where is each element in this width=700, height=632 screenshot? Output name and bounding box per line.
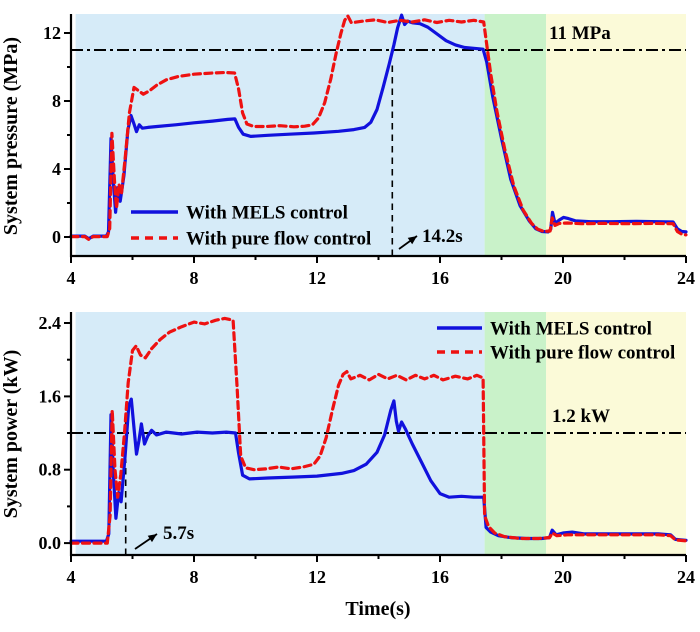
pressure-x-tick-label: 4 bbox=[67, 268, 76, 288]
power-chart: 4 8 12 16 20 24 0.0 0.8 1.6 2.4 With MELS control W… bbox=[39, 312, 695, 587]
power-y-tick-label: 2.4 bbox=[39, 313, 62, 333]
pressure-reference-label: 11 MPa bbox=[549, 23, 611, 44]
pressure-legend-label: With MELS control bbox=[186, 203, 348, 224]
pressure-y-axis-title: System pressure (MPa) bbox=[0, 37, 22, 235]
power-annotation-arrowhead-icon bbox=[147, 534, 157, 543]
pressure-y-tick-label: 8 bbox=[52, 91, 61, 111]
pressure-shaded-region-yellow bbox=[546, 14, 686, 255]
power-x-tick-label: 12 bbox=[308, 567, 326, 587]
pressure-x-tick-label: 16 bbox=[431, 268, 449, 288]
power-y-tick-label: 1.6 bbox=[39, 386, 62, 406]
power-x-tick-label: 16 bbox=[431, 567, 449, 587]
power-y-tick-label: 0.8 bbox=[39, 460, 62, 480]
power-y-tick-label: 0.0 bbox=[39, 533, 62, 553]
pressure-y-tick-label: 0 bbox=[52, 227, 61, 247]
power-x-tick-label: 8 bbox=[190, 567, 199, 587]
charts-group: 4 8 12 16 20 24 0 4 8 12 With MELS control With pur… bbox=[39, 13, 695, 587]
pressure-legend-label: With pure flow control bbox=[186, 229, 371, 250]
power-x-tick-label: 20 bbox=[554, 567, 572, 587]
pressure-y-tick-label: 12 bbox=[43, 23, 61, 43]
pressure-shaded-region-green bbox=[484, 14, 547, 255]
power-time-marker-label: 5.7s bbox=[163, 523, 194, 544]
pressure-annotation-arrowhead-icon bbox=[407, 236, 417, 245]
pressure-x-tick-label: 12 bbox=[308, 268, 326, 288]
pressure-y-tick-label: 4 bbox=[52, 159, 61, 179]
time-x-axis-title: Time(s) bbox=[345, 598, 410, 620]
pressure-chart: 4 8 12 16 20 24 0 4 8 12 With MELS control With pur… bbox=[43, 13, 695, 288]
pressure-x-tick-label: 20 bbox=[554, 268, 572, 288]
power-reference-label: 1.2 kW bbox=[552, 406, 610, 427]
pressure-time-marker-label: 14.2s bbox=[422, 226, 463, 247]
pressure-x-tick-label: 8 bbox=[190, 268, 199, 288]
power-y-axis-title: System power (kW) bbox=[0, 350, 22, 519]
pressure-x-tick-label: 24 bbox=[677, 268, 695, 288]
pressure-series-line-pure-flow bbox=[69, 14, 688, 242]
power-x-tick-label: 24 bbox=[677, 567, 695, 587]
power-legend-label: With pure flow control bbox=[490, 343, 675, 364]
power-legend-label: With MELS control bbox=[490, 319, 652, 340]
power-x-tick-label: 4 bbox=[67, 567, 76, 587]
power-series-line-pure-flow bbox=[69, 316, 688, 545]
